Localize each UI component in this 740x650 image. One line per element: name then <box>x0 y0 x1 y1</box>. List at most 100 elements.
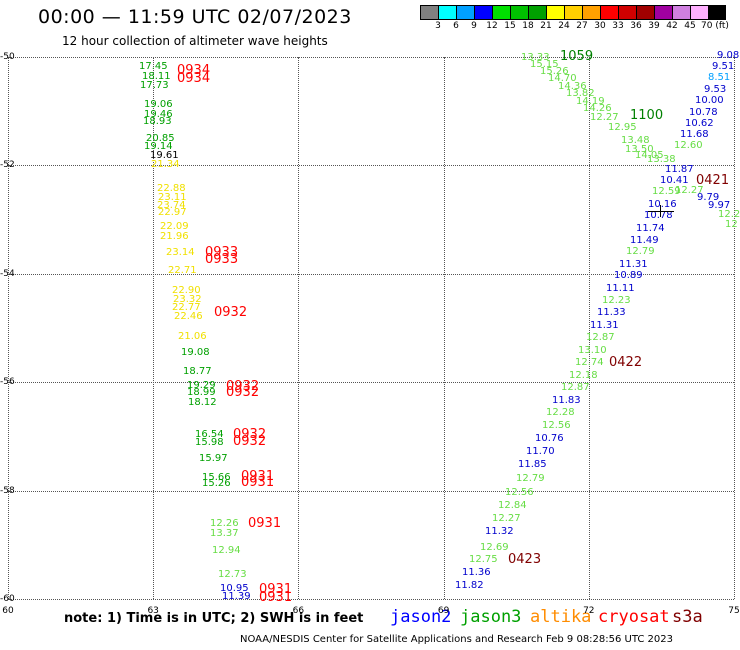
wave-height-label: 12.60 <box>674 140 703 151</box>
color-swatch <box>528 5 546 20</box>
wave-height-label: 22.88 <box>157 183 186 194</box>
pass-time-label: 0932 <box>214 305 248 320</box>
wave-height-label: 19.06 <box>144 99 173 110</box>
wave-height-label: 22.97 <box>158 207 187 218</box>
wave-height-label: 23.32 <box>173 294 202 305</box>
wave-height-label: 14.05 <box>635 150 664 161</box>
latitude-label: -54 <box>0 268 15 279</box>
parallel-gridline <box>8 165 734 167</box>
color-scale-tick: 30 <box>594 21 606 31</box>
wave-height-label: 19.14 <box>144 141 173 152</box>
wave-height-label: 15.26 <box>540 66 569 77</box>
wave-height-label: 15.66 <box>202 472 231 483</box>
color-swatch <box>456 5 474 20</box>
wave-height-label: 14.70 <box>548 73 577 84</box>
meridian-gridline <box>443 57 445 599</box>
wave-height-label: 22.46 <box>174 311 203 322</box>
meridian-gridline <box>298 57 300 599</box>
wave-height-label: 21.96 <box>160 231 189 242</box>
wave-height-label: 22.77 <box>172 302 201 313</box>
color-scale-legend <box>420 5 726 20</box>
wave-height-label: 10.16 <box>648 199 677 210</box>
wave-height-label: 12.87 <box>561 382 590 393</box>
wave-height-label: 11.49 <box>630 235 659 246</box>
meridian-gridline <box>8 57 9 599</box>
color-swatch <box>618 5 636 20</box>
wave-height-label: 11.31 <box>619 259 648 270</box>
wave-height-label: 19.08 <box>181 347 210 358</box>
latitude-label: -52 <box>0 160 15 171</box>
wave-height-label: 11.74 <box>636 223 665 234</box>
satellite-legend-s3a: s3a <box>672 607 703 627</box>
color-swatch <box>654 5 672 20</box>
wave-height-label: 17.73 <box>140 80 169 91</box>
wave-height-label: 12.74 <box>575 357 604 368</box>
wave-height-label: 22.09 <box>160 221 189 232</box>
wave-height-label: 10.89 <box>614 270 643 281</box>
wave-height-label: 14.36 <box>558 81 587 92</box>
pass-time-label: 0423 <box>508 552 542 567</box>
wave-height-label: 12.27 <box>675 185 704 196</box>
wave-height-label: 12.73 <box>218 569 247 580</box>
wave-height-label: 9.53 <box>704 84 727 95</box>
wave-height-label: 9.51 <box>712 61 735 72</box>
satellite-legend-jason2: jason2 <box>390 607 452 627</box>
color-scale-tick: 27 <box>576 21 588 31</box>
longitude-label: 60 <box>2 606 14 616</box>
wave-height-label: 13.10 <box>578 345 607 356</box>
pass-time-label: 0931 <box>241 475 275 490</box>
wave-height-label: 23.11 <box>158 192 187 203</box>
longitude-label: 69 <box>437 606 450 616</box>
wave-height-label: 21.34 <box>151 159 180 170</box>
latitude-label: -60 <box>0 594 15 604</box>
wave-height-label: 10.76 <box>535 433 564 444</box>
wave-height-label: 18.11 <box>142 71 171 82</box>
wave-height-label: 13.82 <box>566 88 595 99</box>
pass-time-label: 0934 <box>177 71 211 86</box>
pass-time-label: 0422 <box>609 355 643 370</box>
color-scale-tick: 9 <box>471 21 477 31</box>
meridian-gridline <box>588 57 590 599</box>
color-scale-tick: 36 <box>630 21 642 31</box>
wave-height-label: 14.19 <box>576 96 605 107</box>
satellite-legend-cryosat: cryosat <box>598 607 670 627</box>
parallel-gridline <box>8 382 734 384</box>
wave-height-label: 12 <box>725 219 738 230</box>
wave-height-label: 18.93 <box>143 116 172 127</box>
wave-height-label: 18.99 <box>187 387 216 398</box>
color-swatch <box>636 5 654 20</box>
page-subtitle: 12 hour collection of altimeter wave hei… <box>62 34 328 48</box>
wave-height-label: 10.62 <box>685 118 714 129</box>
color-scale-tick: 15 <box>504 21 516 31</box>
pass-time-label: 0932 <box>226 379 260 394</box>
longitude-label: 66 <box>292 606 305 616</box>
wave-height-label: 22.71 <box>168 265 197 276</box>
color-scale-tick: 3 <box>435 21 441 31</box>
parallel-gridline <box>8 490 734 492</box>
wave-height-label: 10.95 <box>220 583 249 594</box>
color-scale-tick: 21 <box>540 21 552 31</box>
wave-height-label: 12.56 <box>542 420 571 431</box>
track-crossing-marker <box>648 211 674 212</box>
color-scale-tick: 24 <box>558 21 570 31</box>
color-scale-tick: 18 <box>522 21 534 31</box>
color-scale-tick: 45 <box>684 21 696 31</box>
wave-height-label: 11.33 <box>597 307 626 318</box>
wave-height-label: 12.84 <box>498 500 527 511</box>
wave-height-label: 20.85 <box>146 133 175 144</box>
color-swatch <box>546 5 564 20</box>
color-swatch <box>438 5 456 20</box>
color-swatch <box>690 5 708 20</box>
pass-time-label: 0933 <box>205 245 239 260</box>
wave-height-label: 11.87 <box>665 164 694 175</box>
wave-height-label: 11.32 <box>485 526 514 537</box>
latitude-label: -58 <box>0 485 15 496</box>
wave-height-label: 13.48 <box>621 135 650 146</box>
wave-height-label: 11.68 <box>680 129 709 140</box>
wave-height-label: 19.29 <box>187 380 216 391</box>
pass-time-label: 0931 <box>259 590 293 605</box>
meridian-gridline <box>734 57 735 599</box>
wave-height-label: 9.79 <box>697 192 720 203</box>
color-scale-tick: 70 (ft) <box>701 21 729 31</box>
pass-time-label: 0931 <box>241 469 275 484</box>
